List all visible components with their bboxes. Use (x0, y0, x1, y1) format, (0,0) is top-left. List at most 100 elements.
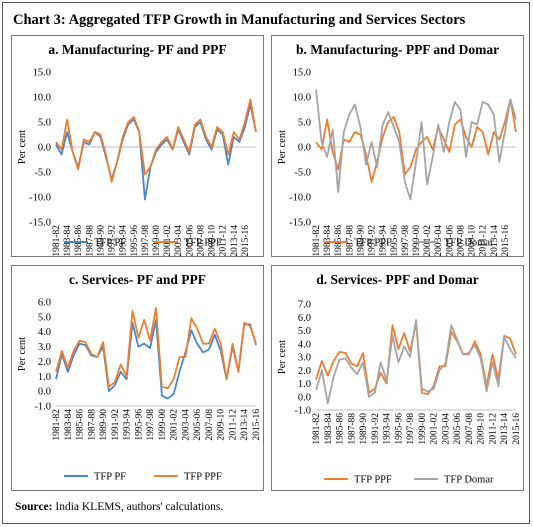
panel-title: a. Manufacturing- PF and PPF (48, 42, 227, 57)
x-tick-label: 2001-02 (423, 225, 433, 257)
y-tick-label: 10.0 (33, 93, 51, 104)
x-tick-label: 1999-00 (412, 225, 422, 257)
series-line (55, 318, 257, 400)
y-tick-label: 0.0 (38, 143, 51, 154)
y-tick-label: 5.0 (38, 312, 51, 323)
source-note: Source: India KLEMS, authors' calculatio… (15, 501, 223, 513)
x-tick-label: 1993-94 (123, 409, 133, 441)
legend-label: TFP PPF (184, 238, 222, 249)
y-axis-title: Per cent (277, 340, 288, 374)
y-tick-label: 2.0 (38, 357, 51, 368)
x-tick-label: 2011-12 (219, 225, 229, 257)
y-tick-label: 2.0 (298, 366, 311, 377)
x-tick-label: 1997-98 (141, 225, 151, 257)
y-tick-label: 0.0 (298, 143, 311, 154)
y-tick-label: 4.0 (38, 327, 51, 338)
x-tick-label: 1981-82 (312, 225, 322, 257)
x-tick-label: 2007-08 (196, 225, 206, 257)
x-tick-label: 1993-94 (119, 225, 129, 257)
legend-label: TFP Domar (444, 475, 494, 486)
chart-svg-a: -15.0 -10.0 -5.0 0.0 5.0 10.0 15.0 Per cent 1981… (17, 68, 257, 257)
x-tick-label: 2005-06 (445, 225, 455, 257)
y-tick-label: -15.0 (29, 218, 51, 229)
y-tick-label: 3.0 (298, 353, 311, 364)
x-tick-label: 2007-08 (456, 225, 466, 257)
x-tick-label: 2013-14 (230, 225, 240, 257)
panel-title: c. Services- PF and PPF (68, 272, 207, 287)
legend-label: TFP PF (94, 472, 126, 483)
panel-title: d. Services- PPF and Domar (316, 272, 479, 287)
x-tick-label: 2015-16 (252, 409, 262, 441)
x-tick-label: 1983-84 (63, 225, 73, 257)
chart-svg-b: -15.0 -10.0 -5.0 0.0 5.0 10.0 15.0 Per cent 1981… (277, 68, 517, 257)
y-axis-title: Per cent (17, 337, 28, 371)
x-tick-label: 1995-96 (130, 225, 140, 257)
x-tick-label: 2005-06 (453, 413, 463, 445)
y-tick-label: -10.0 (289, 193, 311, 204)
x-tick-label: 2015-16 (241, 225, 251, 257)
y-tick-label: -15.0 (289, 218, 311, 229)
panel-services-ppf-domar: d. Services- PPF and Domar -1.0 0.0 1.0 2.0… (271, 265, 524, 491)
x-tick-label: 2011-12 (228, 409, 238, 441)
x-tick-label: 1989-90 (96, 225, 106, 257)
x-tick-label: 2003-04 (441, 413, 451, 445)
figure-title: Chart 3: Aggregated TFP Growth in Manufa… (13, 12, 466, 28)
series-line (55, 307, 257, 390)
y-tick-label: 5.0 (38, 118, 51, 129)
x-tick-label: 2005-06 (193, 409, 203, 441)
x-tick-label: 2001-02 (163, 225, 173, 257)
x-tick-label: 2009-10 (208, 225, 218, 257)
y-tick-label: -10.0 (29, 193, 51, 204)
y-tick-label: 3.0 (38, 342, 51, 353)
legend-label: TFP PPF (354, 475, 392, 486)
x-tick-label: 1997-98 (401, 225, 411, 257)
x-tick-label: 1991-92 (368, 225, 378, 257)
legend-label: TFP Domar (444, 238, 494, 249)
y-tick-label: 0.0 (38, 387, 51, 398)
x-tick-label: 1989-90 (356, 225, 366, 257)
x-tick-label: 1987-88 (347, 413, 357, 445)
panel-title: b. Manufacturing- PPF and Domar (295, 42, 500, 57)
legend-label: TFP PF (94, 238, 126, 249)
x-tick-label: 2007-08 (465, 413, 475, 445)
y-tick-label: -1.0 (294, 406, 311, 417)
x-tick-label: 1999-00 (418, 413, 428, 445)
x-tick-label: 2015-16 (501, 225, 511, 257)
y-tick-label: 0.0 (298, 392, 311, 403)
y-tick-label: 15.0 (33, 68, 51, 79)
x-tick-label: 2003-04 (181, 409, 191, 441)
series-line (55, 98, 257, 183)
x-tick-label: 1987-88 (85, 225, 95, 257)
y-tick-label: 10.0 (293, 93, 311, 104)
x-tick-label: 2009-10 (217, 409, 227, 441)
y-axis-title: Per cent (17, 130, 28, 164)
x-tick-label: 1983-84 (324, 413, 334, 445)
x-tick-label: 1991-92 (108, 225, 118, 257)
y-tick-label: 15.0 (293, 68, 311, 79)
y-tick-label: 6.0 (38, 298, 51, 309)
x-tick-label: 1983-84 (323, 225, 333, 257)
x-tick-label: 2011-12 (488, 413, 498, 445)
x-tick-label: 2011-12 (479, 225, 489, 257)
source-text: India KLEMS, authors' calculations. (55, 501, 224, 513)
chart-svg-c: -1.0 0.0 1.0 2.0 3.0 4.0 5.0 6.0 Per cent 1981-82… (17, 298, 262, 483)
x-tick-label: 1985-86 (74, 225, 84, 257)
x-tick-label: 2009-10 (477, 413, 487, 445)
series-line (315, 89, 517, 201)
x-tick-label: 2013-14 (490, 225, 500, 257)
x-tick-label: 1985-86 (76, 409, 86, 441)
chart-svg-d: -1.0 0.0 1.0 2.0 3.0 4.0 5.0 6.0 7.0 Per cent 1981… (277, 300, 522, 486)
x-tick-label: 2013-14 (240, 409, 250, 441)
x-tick-label: 1983-84 (64, 409, 74, 441)
panel-manufacturing-pf-ppf: a. Manufacturing- PF and PPF -15.0 -10.0-… (11, 35, 264, 257)
x-tick-label: 2009-10 (468, 225, 478, 257)
x-tick-label: 2003-04 (174, 225, 184, 257)
y-tick-label: 6.0 (298, 313, 311, 324)
x-tick-label: 2001-02 (170, 409, 180, 441)
x-tick-label: 2005-06 (185, 225, 195, 257)
x-tick-label: 1981-82 (52, 225, 62, 257)
x-tick-label: 2001-02 (430, 413, 440, 445)
x-tick-label: 1999-00 (152, 225, 162, 257)
x-tick-label: 2013-14 (500, 413, 510, 445)
